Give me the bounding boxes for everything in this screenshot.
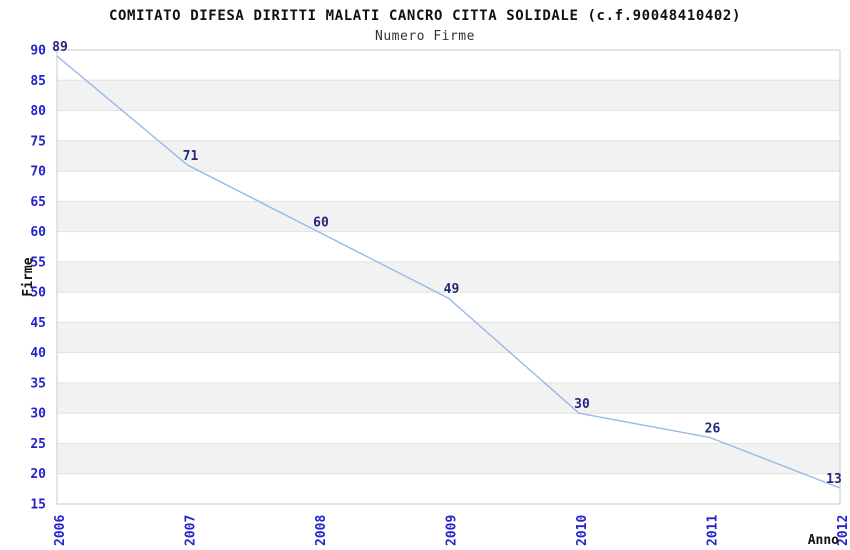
y-axis-tick-label: 20: [30, 467, 46, 482]
plot-band: [57, 443, 840, 474]
y-axis-ticks: 90 85 80 75 70 65 60 55 50 45 40 35 30 25 20 15: [30, 44, 46, 513]
gridlines: [57, 79, 840, 475]
data-point-label: 26: [705, 421, 721, 436]
y-axis-tick-label: 85: [30, 74, 46, 89]
y-axis-tick-label: 90: [30, 44, 46, 59]
plot-band: [57, 382, 840, 414]
y-axis-tick-label: 50: [30, 286, 46, 301]
series-line: [56, 55, 841, 489]
x-axis-tick-label: 2008: [314, 515, 329, 546]
data-point-label: 89: [52, 40, 68, 55]
x-axis-tick-label: 2011: [706, 515, 721, 546]
y-axis-tick-label: 80: [30, 104, 46, 119]
x-axis-tick-label: 2009: [445, 515, 460, 546]
plot-band: [57, 140, 840, 172]
data-point-label: 30: [574, 397, 590, 412]
y-axis-tick-label: 55: [30, 255, 46, 270]
plot-band: [57, 201, 840, 232]
y-axis-tick-label: 45: [30, 316, 46, 331]
data-point-labels: 89 71 60 49 30 26 13: [52, 40, 842, 487]
y-axis-tick-label: 25: [30, 437, 46, 452]
chart-subtitle: Numero Firme: [375, 29, 475, 44]
x-axis-tick-label: 2007: [184, 515, 199, 546]
x-axis-title: Anno: [808, 533, 839, 548]
y-axis-tick-label: 30: [30, 407, 46, 422]
plot-band: [57, 322, 840, 353]
y-axis-tick-label: 40: [30, 346, 46, 361]
chart-title: COMITATO DIFESA DIRITTI MALATI CANCRO CI…: [109, 8, 741, 24]
y-axis-tick-label: 65: [30, 195, 46, 210]
x-axis-tick-label: 2010: [575, 515, 590, 546]
plot-frame: [56, 49, 841, 505]
data-point-label: 13: [826, 472, 842, 487]
plot-bands: [57, 80, 840, 474]
series: [56, 55, 841, 489]
y-axis-tick-label: 35: [30, 376, 46, 391]
data-point-label: 60: [313, 216, 329, 231]
data-point-label: 49: [444, 282, 460, 297]
plot-border: [56, 49, 841, 505]
y-axis-tick-label: 15: [30, 498, 46, 513]
y-axis-tick-label: 70: [30, 165, 46, 180]
x-axis-tick-label: 2012: [836, 515, 850, 546]
x-axis-ticks: 2006 2007 2008 2009 2010 2011 2012: [53, 515, 850, 546]
plot-band: [57, 80, 840, 111]
y-axis-tick-label: 75: [30, 134, 46, 149]
y-axis-tick-label: 60: [30, 225, 46, 240]
plot-band: [57, 261, 840, 293]
data-point-label: 71: [183, 149, 199, 164]
x-axis-tick-label: 2006: [53, 515, 68, 546]
y-axis-title: Firme: [21, 257, 36, 296]
